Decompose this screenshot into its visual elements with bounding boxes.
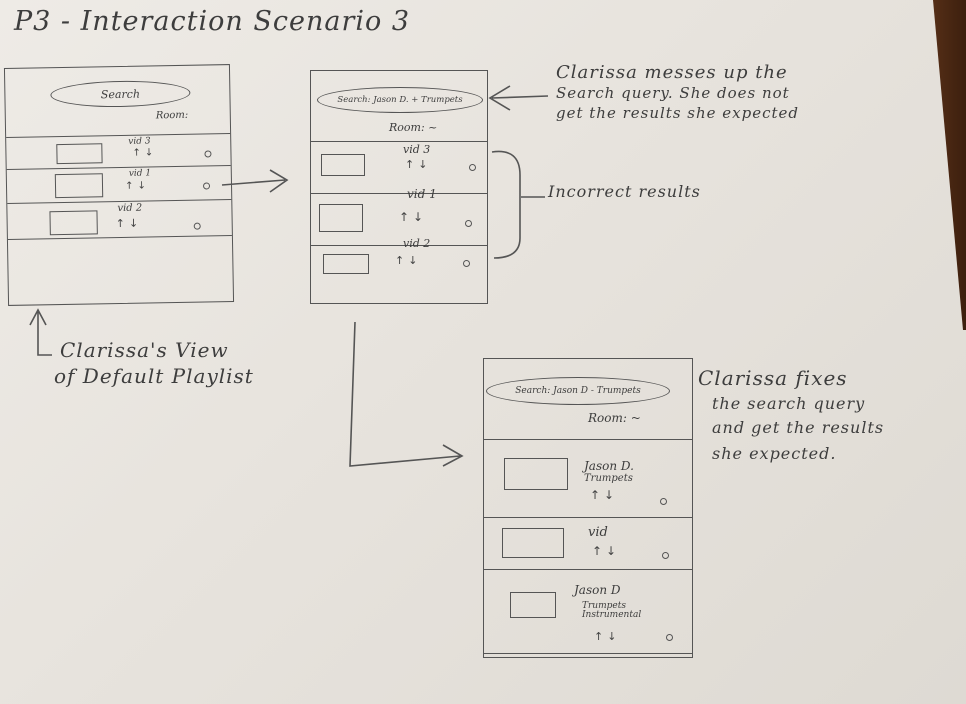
arrow-screen1-to-screen2 [221,169,289,193]
video-row[interactable]: vid 3 ↑↓ [6,133,231,169]
video-thumbnail[interactable] [510,592,556,618]
note-fixes-line1: Clarissa fixes [698,366,848,390]
video-title: vid 3 [128,136,151,147]
video-title-line2: Trumpets [584,473,633,484]
video-title: vid 1 [128,168,152,179]
video-title-line1: Jason D [574,583,621,597]
vote-arrows[interactable]: ↑↓ [395,254,422,267]
note-fixes-line2: the search query [712,394,866,413]
note-default-view-line2: of Default Playlist [54,364,254,388]
video-row[interactable]: Jason D Trumpets Instrumental ↑↓ [484,569,692,655]
search-bar[interactable]: Search: Jason D. + Trumpets [317,87,483,113]
room-label: Room: ~ [588,411,641,425]
note-incorrect-results: Incorrect results [548,182,701,201]
video-title: vid 3 [403,143,431,156]
screen-wrong-search: Search: Jason D. + Trumpets Room: ~ vid … [310,70,488,304]
video-thumbnail[interactable] [323,254,369,274]
video-title-line1: vid [588,525,608,540]
video-thumbnail[interactable] [54,173,104,199]
video-thumbnail[interactable] [56,143,103,165]
video-row[interactable]: vid ↑↓ [484,517,692,569]
video-row[interactable]: vid 2 ↑↓ [311,238,487,303]
page-title: P3 - Interaction Scenario 3 [14,6,410,37]
vote-arrows[interactable]: ↑↓ [124,180,150,192]
note-messes-up-line3: get the results she expected [556,104,800,122]
room-label: Room: ~ [389,121,438,134]
vote-arrows[interactable]: ↑↓ [590,488,619,502]
search-label: Search: Jason D. + Trumpets [337,95,463,105]
video-thumbnail[interactable] [319,204,363,232]
options-dot[interactable] [660,498,667,505]
options-dot[interactable] [193,222,201,230]
bottom-bar [484,653,692,654]
options-dot[interactable] [204,150,212,158]
default-view-arrow [29,308,52,356]
search-bar[interactable]: Search [50,79,191,109]
options-dot[interactable] [202,182,211,190]
video-thumbnail[interactable] [502,528,564,558]
video-thumbnail[interactable] [321,154,365,176]
video-row[interactable]: vid 1 ↑↓ [311,188,487,245]
vote-arrows[interactable]: ↑↓ [115,216,143,231]
arrow-to-bad-search [488,85,549,111]
options-dot[interactable] [465,220,472,227]
video-row[interactable]: vid 3 ↑↓ [311,141,487,193]
note-default-view-line1: Clarissa's View [60,338,229,362]
note-messes-up-line1: Clarissa messes up the [556,62,788,83]
arrow-screen2-to-screen3 [349,321,464,467]
note-fixes-line3: and get the results [712,418,885,437]
video-title: vid 2 [403,237,431,250]
options-dot[interactable] [463,260,470,267]
video-row[interactable]: vid 1 ↑↓ [6,165,232,203]
vote-arrows[interactable]: ↑↓ [594,630,621,643]
search-bar[interactable]: Search: Jason D - Trumpets [486,377,670,405]
vote-arrows[interactable]: ↑↓ [592,544,621,558]
search-label: Search: Jason D - Trumpets [515,386,641,396]
video-title-line1: Jason D. [584,459,634,473]
video-title: vid 1 [407,187,437,201]
search-label: Search [100,87,141,101]
options-dot[interactable] [666,634,673,641]
video-title: vid 2 [117,202,143,215]
note-fixes-line4: she expected. [712,444,837,463]
video-thumbnail[interactable] [504,458,568,490]
screen-fixed-search: Search: Jason D - Trumpets Room: ~ Jason… [483,358,693,658]
room-label: Room: [155,109,189,122]
vote-arrows[interactable]: ↑↓ [399,210,428,224]
video-row[interactable]: Jason D. Trumpets ↑↓ [484,439,692,517]
screen-default-playlist: Search Room: vid 3 ↑↓ vid 1 ↑↓ vid 2 ↑↓ [3,64,235,306]
options-dot[interactable] [469,164,476,171]
incorrect-results-bracket [491,150,521,259]
note-messes-up-line2: Search query. She does not [556,84,790,102]
options-dot[interactable] [662,552,669,559]
video-thumbnail[interactable] [49,210,98,236]
video-title-line2: Trumpets Instrumental [582,601,642,621]
video-row[interactable]: vid 2 ↑↓ [7,199,232,239]
vote-arrows[interactable]: ↑↓ [405,158,432,171]
vote-arrows[interactable]: ↑↓ [132,147,158,159]
